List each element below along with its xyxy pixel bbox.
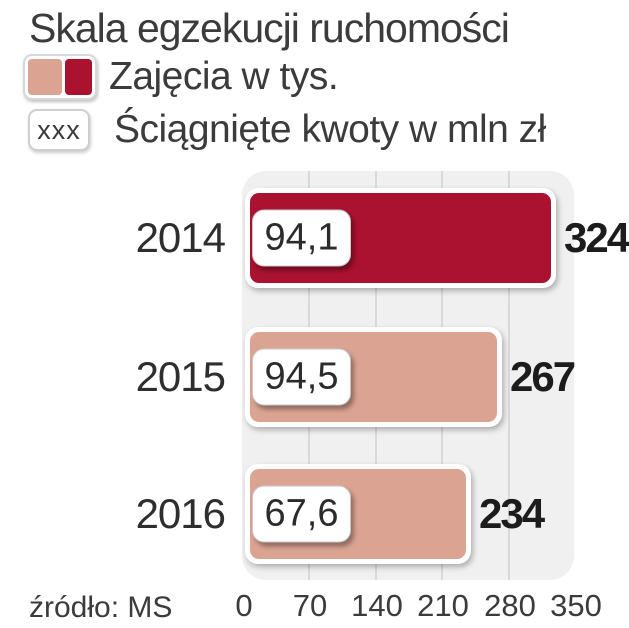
category-label: 2014	[135, 214, 226, 261]
source-note: źródło: MS	[29, 591, 173, 624]
chart-title: Skala egzekucji ruchomości	[29, 5, 510, 51]
x-axis-tick: 140	[351, 588, 403, 623]
x-axis-tick: 0	[235, 588, 253, 623]
x-axis-tick: 280	[484, 588, 536, 623]
x-axis-tick: 210	[417, 588, 469, 623]
category-label: 2016	[135, 490, 226, 537]
legend-symbol-xxx: xxx	[28, 109, 90, 151]
salmon-swatch	[28, 59, 62, 95]
amount-box: 94,5	[252, 348, 351, 406]
amount-box: 67,6	[252, 485, 351, 543]
legend-label-zajecia: Zajęcia w tys.	[109, 55, 339, 98]
bar-row-2014: 2014 94,1 324	[0, 188, 629, 288]
legend-swatch-box	[23, 54, 97, 100]
bar-value-label: 324	[564, 214, 629, 261]
legend-item-kwoty: xxx Ściągnięte kwoty w mln zł	[28, 108, 546, 152]
x-axis-tick: 70	[292, 588, 328, 623]
bar-2014	[245, 188, 556, 288]
x-axis-tick: 350	[550, 588, 602, 623]
bar-2016	[245, 464, 471, 564]
legend-item-zajecia: Zajęcia w tys.	[23, 54, 339, 100]
bar-row-2016: 2016 67,6 234	[0, 464, 629, 564]
bar-row-2015: 2015 94,5 267	[0, 327, 629, 427]
amount-box: 94,1	[252, 209, 351, 267]
gridline-280	[508, 171, 510, 580]
legend-label-kwoty: Ściągnięte kwoty w mln zł	[114, 108, 546, 151]
bar-value-label: 234	[479, 490, 545, 537]
category-label: 2015	[135, 353, 226, 400]
bar-value-label: 267	[510, 353, 576, 400]
red-swatch	[65, 59, 92, 95]
